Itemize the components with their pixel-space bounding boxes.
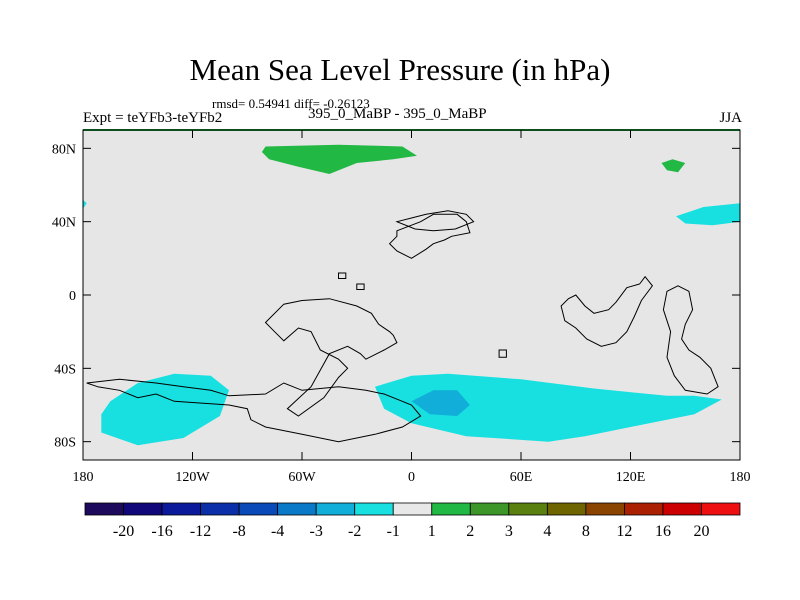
colorbar-label: 1 (428, 523, 436, 540)
coastline-north-island (395, 210, 475, 232)
colorbar-swatch (662, 502, 702, 516)
y-tick-label: 40N (52, 216, 76, 231)
coastline-east-continent-south-coast (662, 285, 719, 395)
stats-label: rmsd= 0.54941 diff= -0.26123 (212, 96, 370, 111)
colorbar-swatch (354, 502, 394, 516)
coastline-africa-coast (388, 213, 471, 259)
colorbar-swatch (624, 502, 664, 516)
y-tick-label: 0 (69, 289, 76, 304)
colorbar-swatch (315, 502, 356, 516)
colorbar-label: -4 (271, 523, 284, 540)
colorbar-swatch (701, 502, 741, 516)
chart-title: Mean Sea Level Pressure (in hPa) (189, 52, 611, 87)
x-tick-label: 0 (408, 470, 415, 485)
experiment-label: Expt = teYFb3-teYFb2 (83, 110, 223, 126)
region-north-pacific-negative (676, 203, 740, 226)
colorbar-label: 16 (655, 523, 671, 540)
region-southern-indian-ocean-negative (375, 373, 722, 442)
y-tick-label: 80S (54, 436, 76, 451)
colorbar-swatch (585, 502, 625, 516)
x-tick-label: 180 (73, 470, 94, 485)
colorbar-label: -3 (310, 523, 323, 540)
colorbar-label: -20 (113, 523, 134, 540)
x-tick-label: 120E (616, 470, 646, 485)
colorbar-label: 4 (543, 523, 551, 540)
region-date-line-west-negative (83, 199, 87, 209)
region-north-atlantic-arctic-positive (261, 144, 417, 174)
x-tick-label: 180 (730, 470, 751, 485)
colorbar-label: 3 (505, 523, 513, 540)
x-tick-label: 60E (510, 470, 533, 485)
coastline-small-island-b (356, 283, 365, 290)
y-tick-label: 40S (54, 362, 76, 377)
region-siberia-arctic-positive (661, 159, 686, 173)
coastline-southern-continent-coast (86, 378, 422, 443)
colorbar-swatch (84, 502, 124, 516)
coastline-small-island-a (338, 272, 347, 279)
season-label: JJA (719, 110, 742, 126)
colorbar-swatch (469, 502, 510, 516)
colorbar-label: -12 (190, 523, 211, 540)
colorbar-swatch (161, 502, 201, 516)
coastline-east-continent-coast (560, 275, 654, 347)
region-south-pacific-negative (101, 373, 229, 446)
colorbar-label: 12 (616, 523, 632, 540)
colorbar-label: -2 (348, 523, 361, 540)
colorbar-swatch (431, 502, 471, 516)
colorbar-label: -8 (232, 523, 245, 540)
coastline-small-island-c (498, 349, 507, 358)
colorbar-swatch (546, 502, 587, 516)
colorbar-swatch (238, 502, 279, 516)
colorbar-label: 8 (582, 523, 590, 540)
x-tick-label: 60W (288, 470, 316, 485)
colorbar-swatch (392, 502, 433, 516)
y-tick-label: 80N (52, 142, 76, 157)
coastline-south-america-coast (264, 298, 398, 417)
region-indian-ocean-core-negative (411, 390, 470, 416)
colorbar-label: -16 (151, 523, 172, 540)
colorbar-label: -1 (387, 523, 400, 540)
colorbar-swatch (123, 502, 163, 516)
colorbar-swatch (277, 502, 317, 516)
run-label: 395_0_MaBP - 395_0_MaBP (308, 106, 487, 122)
x-tick-label: 120W (175, 470, 210, 485)
colorbar-label: 20 (693, 523, 709, 540)
colorbar-label: 2 (466, 523, 474, 540)
colorbar-swatch (200, 502, 240, 516)
colorbar-swatch (508, 502, 548, 516)
